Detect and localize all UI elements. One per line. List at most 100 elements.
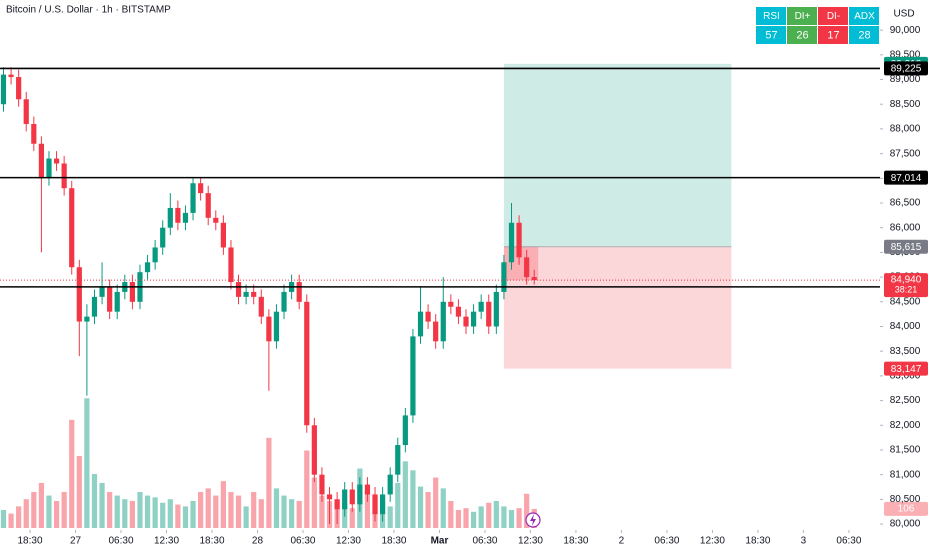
volume-bar bbox=[152, 497, 158, 528]
candle-body bbox=[235, 282, 242, 297]
volume-bar bbox=[493, 500, 499, 528]
currency[interactable]: USD bbox=[893, 9, 914, 20]
candle-body bbox=[220, 222, 226, 248]
volume-bar bbox=[84, 398, 90, 528]
candle-body bbox=[380, 494, 386, 515]
candle-body bbox=[281, 291, 287, 312]
volume-bar bbox=[266, 437, 272, 528]
candle-body bbox=[455, 306, 462, 317]
volume-tag bbox=[884, 501, 928, 516]
volume-bar bbox=[289, 499, 295, 528]
indicator-name: RSI bbox=[763, 11, 780, 22]
candle-body bbox=[91, 296, 98, 317]
candle-body bbox=[501, 262, 507, 292]
candle-body bbox=[387, 474, 393, 495]
y-tick-label: 89,500 bbox=[890, 49, 921, 60]
volume-bar bbox=[463, 508, 469, 528]
volume-bar bbox=[311, 477, 317, 528]
y-tick-label: 88,500 bbox=[890, 99, 921, 110]
indicator-header-cell bbox=[756, 7, 786, 25]
volume-bar bbox=[114, 495, 120, 528]
volume-bar bbox=[137, 491, 143, 528]
y-tick-label: 80,500 bbox=[890, 494, 921, 505]
candle-body bbox=[304, 301, 310, 426]
volume-bar bbox=[258, 499, 264, 528]
volume-bar bbox=[508, 509, 515, 528]
candle-body bbox=[402, 415, 408, 446]
x-tick-label: 3 bbox=[801, 536, 807, 547]
volume-bar bbox=[470, 511, 477, 528]
volume-bar bbox=[349, 508, 355, 528]
x-tick-label: 06:30 bbox=[836, 536, 861, 547]
levels bbox=[0, 67, 880, 288]
indicator-header-cell bbox=[787, 7, 817, 25]
volume-bar bbox=[243, 506, 249, 528]
countdown: 38:21 bbox=[895, 284, 918, 294]
y-tick-label: 80,000 bbox=[890, 519, 921, 530]
candle-body bbox=[251, 291, 257, 297]
y-tick-label: 89,000 bbox=[890, 74, 921, 85]
last-price-label: 84,940 bbox=[891, 275, 922, 286]
volume-bar bbox=[448, 500, 454, 528]
y-tick-label: 82,500 bbox=[890, 395, 921, 406]
target-zone bbox=[503, 63, 732, 247]
volume-bar bbox=[220, 481, 226, 528]
candle-body bbox=[349, 489, 355, 505]
volume-bar bbox=[433, 477, 439, 528]
volume-bar bbox=[46, 495, 52, 528]
volume-bar bbox=[38, 482, 44, 528]
volume-bar bbox=[516, 508, 522, 528]
candle-body bbox=[395, 445, 401, 475]
x-tick-label: 27 bbox=[70, 536, 82, 547]
candle-body bbox=[486, 301, 492, 327]
volume-bar bbox=[440, 488, 446, 528]
candle-body bbox=[334, 499, 340, 510]
y-tick-label: 84,000 bbox=[890, 321, 921, 332]
candle-body bbox=[478, 301, 484, 312]
entry-tag bbox=[884, 239, 928, 254]
volume-bar bbox=[99, 482, 105, 528]
indicator-name: DI+ bbox=[795, 11, 811, 22]
y-tick-label: 86,500 bbox=[890, 198, 921, 209]
volume-bar bbox=[205, 488, 211, 528]
indicator-header-cell bbox=[849, 7, 879, 25]
last-price-tag bbox=[884, 273, 928, 298]
level-tag bbox=[884, 61, 928, 76]
volume-bar bbox=[417, 486, 424, 528]
y-tick-label: 87,500 bbox=[890, 148, 921, 159]
candle-body bbox=[144, 262, 151, 273]
volume-bar bbox=[182, 506, 189, 528]
volume-bar bbox=[425, 491, 431, 528]
stop-zone bbox=[503, 246, 732, 369]
candle-body bbox=[364, 484, 371, 495]
volume-bar bbox=[410, 470, 416, 528]
volume-bar bbox=[228, 491, 234, 528]
candle-body bbox=[76, 267, 82, 322]
x-tick-label: 18:30 bbox=[563, 536, 588, 547]
y-tick-label: 88,000 bbox=[890, 124, 921, 135]
volume-tag-label: 106 bbox=[898, 504, 915, 515]
y-tick-label: 81,000 bbox=[890, 469, 921, 480]
volume-bar bbox=[235, 495, 242, 528]
candle-body bbox=[311, 425, 317, 475]
level-tag bbox=[884, 170, 928, 185]
y-tick-label: 86,000 bbox=[890, 222, 921, 233]
candle-body bbox=[410, 336, 416, 416]
volume-bar bbox=[395, 482, 401, 528]
volume-bar bbox=[91, 473, 98, 528]
candle-body bbox=[8, 74, 14, 78]
volume-bar bbox=[501, 506, 507, 528]
zones bbox=[503, 63, 732, 369]
x-tick-label: 18:30 bbox=[199, 536, 224, 547]
candle-body bbox=[0, 74, 7, 105]
candle-body bbox=[23, 99, 29, 124]
candle-body bbox=[167, 207, 173, 228]
candle-body bbox=[114, 291, 120, 312]
candle-body bbox=[493, 291, 499, 327]
volume-bar bbox=[16, 506, 22, 528]
x-tick-label: 18:30 bbox=[381, 536, 406, 547]
x-tick-label: 06:30 bbox=[472, 536, 497, 547]
volume-bar bbox=[61, 491, 67, 528]
volume-bar bbox=[160, 502, 166, 528]
